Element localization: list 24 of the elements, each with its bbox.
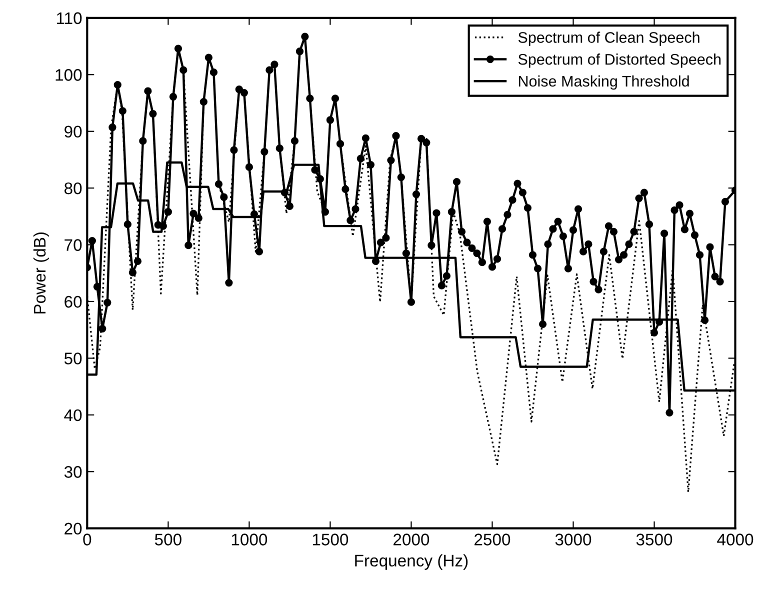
y-tick-label: 100 xyxy=(56,69,82,81)
x-tick-label: 0 xyxy=(83,534,92,546)
y-tick-label: 40 xyxy=(64,409,82,422)
x-tick-label: 2000 xyxy=(394,534,430,546)
legend-label: Noise Masking Threshold xyxy=(518,75,689,90)
x-tick-label: 1500 xyxy=(312,534,348,546)
y-tick-label: 80 xyxy=(64,182,82,194)
x-tick-label: 3000 xyxy=(555,534,592,546)
y-tick-label: 70 xyxy=(64,239,82,251)
x-tick-label: 4000 xyxy=(717,534,754,546)
y-tick-label: 50 xyxy=(64,352,82,364)
legend-label: Spectrum of Distorted Speech xyxy=(518,54,721,68)
x-tick-label: 2500 xyxy=(474,534,510,546)
y-tick-label: 20 xyxy=(64,522,82,535)
x-tick-label: 3500 xyxy=(636,534,672,546)
y-axis-title: Power (dB) xyxy=(33,232,49,314)
y-tick-label: 60 xyxy=(64,296,82,308)
legend-label: Spectrum of Clean Speech xyxy=(518,32,700,46)
y-tick-label: 30 xyxy=(64,466,82,478)
x-tick-label: 500 xyxy=(154,534,182,546)
y-tick-label: 90 xyxy=(64,126,82,138)
x-axis-title: Frequency (Hz) xyxy=(355,554,468,570)
x-tick-label: 1000 xyxy=(232,534,268,546)
y-tick-label: 110 xyxy=(57,12,82,24)
